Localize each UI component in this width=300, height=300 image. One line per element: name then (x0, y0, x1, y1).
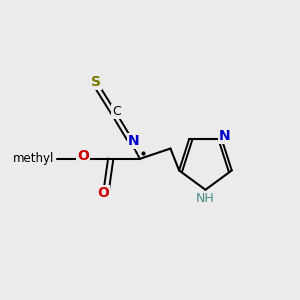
Text: O: O (77, 149, 89, 163)
Text: N: N (219, 129, 230, 143)
Text: N: N (128, 134, 140, 148)
Text: C: C (112, 105, 121, 118)
Text: O: O (98, 186, 110, 200)
Text: methyl: methyl (13, 152, 54, 165)
Text: S: S (91, 75, 101, 89)
Text: NH: NH (196, 192, 215, 205)
